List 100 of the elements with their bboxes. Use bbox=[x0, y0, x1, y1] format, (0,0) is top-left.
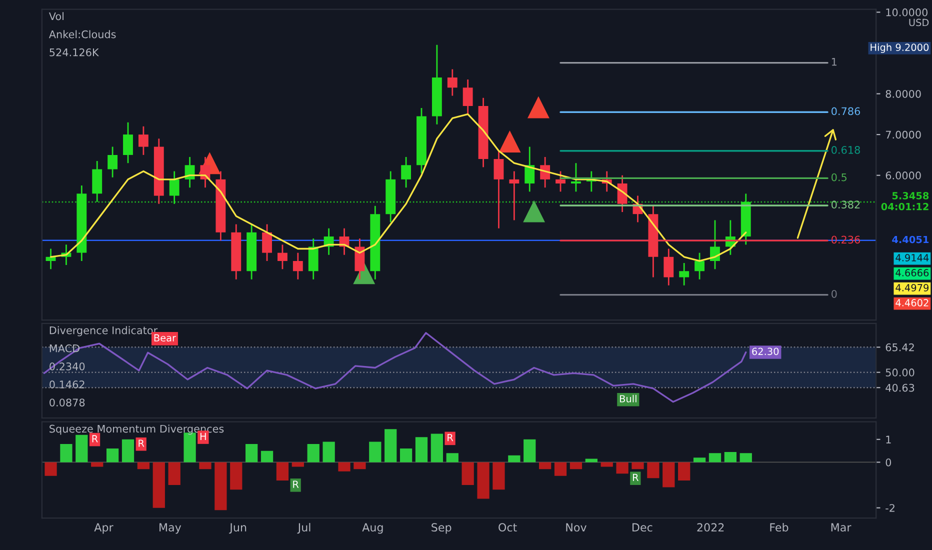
bar bbox=[462, 462, 474, 486]
x-tick-label: May bbox=[160, 523, 182, 534]
series-label: 0.786 bbox=[832, 107, 860, 116]
annotation: Bear bbox=[154, 334, 176, 342]
bar bbox=[415, 437, 428, 462]
bar bbox=[647, 462, 660, 478]
x-tick-label: Aug bbox=[362, 523, 383, 534]
bar bbox=[152, 462, 165, 508]
annotation: R bbox=[293, 480, 299, 488]
point bbox=[523, 200, 546, 222]
bar bbox=[76, 434, 88, 462]
bar bbox=[570, 462, 582, 470]
bar bbox=[322, 442, 335, 462]
bar bbox=[44, 462, 57, 476]
annotation: 0.0878 bbox=[50, 398, 85, 406]
point bbox=[527, 96, 550, 118]
annotation: R bbox=[632, 474, 639, 482]
bar bbox=[477, 462, 490, 499]
candlestick bbox=[571, 162, 581, 192]
y-tick-label: 7.0000 bbox=[886, 130, 921, 139]
bar bbox=[292, 462, 304, 467]
candlestick bbox=[184, 156, 195, 188]
bar bbox=[354, 462, 366, 470]
candlestick bbox=[524, 146, 535, 192]
bar bbox=[60, 444, 72, 462]
bar bbox=[199, 462, 212, 470]
candlestick bbox=[138, 126, 148, 156]
bar bbox=[662, 462, 675, 488]
bar bbox=[446, 453, 458, 462]
candlestick bbox=[123, 122, 133, 164]
annotation: Bull bbox=[620, 394, 636, 402]
series-label: 0.5 bbox=[832, 173, 846, 182]
x-tick-label: 2022 bbox=[697, 523, 724, 532]
bar bbox=[230, 462, 242, 490]
candlestick bbox=[694, 252, 705, 280]
y-tick-label: 10.0000 bbox=[886, 8, 928, 16]
bar bbox=[539, 462, 552, 470]
annotation: Vol bbox=[48, 12, 64, 20]
bar bbox=[214, 462, 227, 510]
bar bbox=[678, 462, 690, 480]
candlestick bbox=[401, 156, 412, 188]
x-tick-label: Feb bbox=[770, 522, 788, 532]
bar bbox=[369, 442, 382, 462]
annotation: R bbox=[92, 435, 98, 442]
bar bbox=[246, 444, 258, 462]
candlestick bbox=[278, 244, 288, 270]
y-tick-label: 40.63 bbox=[886, 384, 914, 392]
y-tick-label: 65.42 bbox=[886, 343, 914, 352]
annotation: R bbox=[138, 440, 144, 447]
candlestick bbox=[540, 156, 550, 188]
bar bbox=[307, 444, 320, 462]
ref-line-label: 4.4051 bbox=[892, 236, 929, 244]
x-tick-label: Jul bbox=[297, 522, 310, 534]
bar bbox=[137, 462, 150, 470]
annotation: 0.1462 bbox=[50, 380, 84, 388]
candlestick bbox=[679, 262, 690, 286]
annotation: 524.126K bbox=[50, 48, 100, 56]
x-tick-label: Apr bbox=[94, 523, 114, 534]
bar bbox=[106, 448, 119, 462]
y-tick-label: 50.00 bbox=[886, 368, 914, 376]
bar bbox=[740, 453, 752, 462]
y-tick-label: -2 bbox=[886, 504, 894, 512]
text: 4.6666 bbox=[896, 269, 929, 276]
y-tick-label: 8.0000 bbox=[886, 90, 921, 98]
x-tick-label: Dec bbox=[632, 523, 652, 532]
bar bbox=[693, 458, 706, 462]
x-tick-label: Oct bbox=[498, 523, 517, 532]
y-tick-label: 6.0000 bbox=[886, 172, 921, 180]
candlestick bbox=[292, 252, 303, 280]
candlestick bbox=[556, 170, 566, 192]
bar bbox=[168, 462, 180, 486]
point bbox=[498, 130, 521, 152]
series-label: 1 bbox=[832, 58, 837, 66]
bar bbox=[524, 439, 536, 462]
candlestick bbox=[447, 68, 458, 96]
text: USD bbox=[909, 18, 929, 26]
text: 4.4602 bbox=[896, 299, 928, 306]
bar bbox=[384, 429, 397, 462]
bar bbox=[554, 462, 567, 476]
y-tick-label: 0 bbox=[886, 458, 892, 466]
series-label: 0.382 bbox=[832, 200, 860, 209]
annotation: Ankel:Clouds bbox=[48, 30, 116, 38]
bar bbox=[508, 455, 520, 462]
annotation: 62.30 bbox=[752, 348, 779, 356]
candlestick bbox=[509, 170, 520, 221]
candlestick bbox=[494, 150, 504, 230]
candlestick bbox=[262, 224, 272, 262]
bar bbox=[91, 462, 104, 467]
x-tick-label: Mar bbox=[831, 523, 852, 532]
chart-title: Squeeze Momentum Divergences bbox=[50, 424, 224, 435]
candlestick bbox=[462, 78, 473, 115]
ref-line-label: 5.3458 04:01:12 bbox=[881, 192, 929, 210]
bar bbox=[260, 450, 274, 462]
candlestick bbox=[169, 170, 180, 205]
series-label: 0 bbox=[832, 290, 837, 298]
bar bbox=[600, 462, 613, 467]
series-label: 0.618 bbox=[832, 146, 860, 154]
bar bbox=[724, 452, 737, 462]
annotation: High 9.2000 bbox=[870, 43, 929, 53]
text: 4.9144 bbox=[896, 254, 929, 262]
